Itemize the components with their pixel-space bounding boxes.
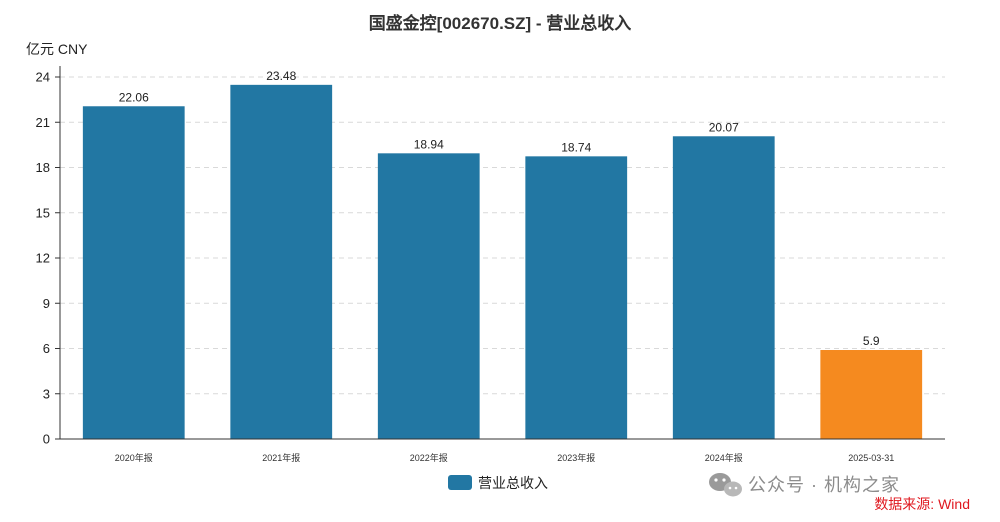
- bar[interactable]: [82, 106, 185, 440]
- y-tick-label: 3: [43, 386, 50, 401]
- x-tick-label: 2020年报: [115, 452, 153, 463]
- bar[interactable]: [230, 84, 333, 440]
- legend-swatch: [448, 475, 472, 490]
- axes: [59, 66, 945, 440]
- data-label: 18.74: [561, 140, 591, 154]
- legend[interactable]: 营业总收入: [448, 475, 548, 491]
- y-tick-label: 18: [36, 160, 50, 175]
- gridlines: [60, 76, 945, 395]
- y-tick-label: 21: [36, 115, 50, 130]
- data-label-group: 22.06 23.48 18.94 18.74 20.07 5.9: [119, 69, 880, 348]
- y-tick-label: 12: [36, 251, 50, 266]
- y-tick-label: 6: [43, 341, 50, 356]
- wechat-icon: [709, 473, 742, 497]
- data-label: 18.94: [414, 137, 444, 151]
- data-label: 22.06: [119, 90, 149, 104]
- y-tick-label: 24: [36, 70, 50, 85]
- bar-group: [82, 84, 923, 440]
- bar[interactable]: [525, 156, 628, 440]
- bar[interactable]: [377, 153, 480, 440]
- data-label: 20.07: [709, 120, 739, 134]
- watermark-text: 公众号 · 机构之家: [748, 475, 900, 495]
- x-tick-label: 2025-03-31: [848, 453, 894, 463]
- y-tick-label: 0: [43, 432, 50, 447]
- watermark: 公众号 · 机构之家: [709, 473, 900, 497]
- x-tick-group: 2020年报 2021年报 2022年报 2023年报 2024年报 2025-03-31: [115, 452, 895, 463]
- data-label: 23.48: [266, 69, 296, 83]
- x-tick-label: 2024年报: [705, 452, 743, 463]
- y-tick-label: 15: [36, 205, 50, 220]
- data-label: 5.9: [863, 334, 880, 348]
- bar[interactable]: [820, 350, 923, 439]
- x-tick-label: 2021年报: [262, 452, 300, 463]
- source-label: 数据来源: Wind: [874, 496, 970, 512]
- y-axis-unit-label: 亿元 CNY: [26, 41, 88, 57]
- y-tick-label: 9: [43, 296, 50, 311]
- bar[interactable]: [672, 136, 775, 439]
- y-tick-group: 0 3 6 9 12 15 18 21 24: [36, 70, 60, 447]
- legend-label: 营业总收入: [478, 475, 548, 491]
- x-tick-label: 2023年报: [557, 452, 595, 463]
- x-tick-label: 2022年报: [410, 452, 448, 463]
- chart-title: 国盛金控[002670.SZ] - 营业总收入: [369, 13, 632, 33]
